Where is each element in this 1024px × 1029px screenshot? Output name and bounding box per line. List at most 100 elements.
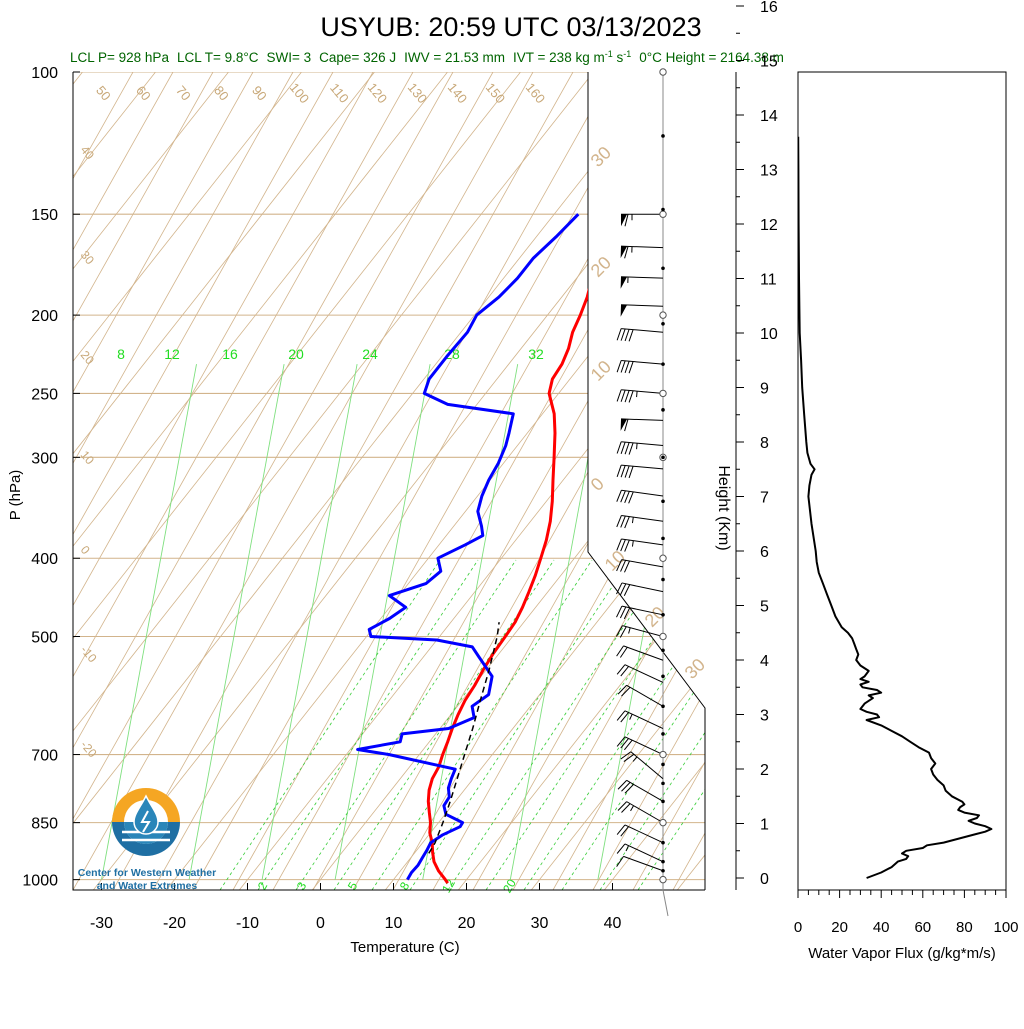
isotherm-label: 70	[173, 83, 194, 104]
logo-text-line-1: Center for Western Weather	[78, 867, 216, 879]
wind-barbs	[616, 214, 663, 871]
dry-adiabat-line	[473, 72, 933, 890]
ivt-exponent-1: -1	[605, 49, 613, 59]
isotherm-line	[0, 72, 594, 890]
skewt-axes	[73, 72, 705, 890]
x-tick-label: 40	[604, 915, 622, 932]
staff-level-circle	[660, 312, 666, 318]
isotherm-line	[0, 72, 229, 890]
wind-barb	[618, 685, 663, 706]
isotherm-line	[531, 72, 1024, 890]
staff-level-dot	[661, 648, 665, 652]
flux-panel-frame	[798, 72, 1006, 890]
wind-staff-markers	[660, 69, 668, 916]
moist-adiabat-line	[296, 560, 516, 890]
wind-barb	[617, 711, 663, 729]
height-tick-label: 0	[760, 871, 769, 888]
moist-adiabat-line	[600, 560, 820, 890]
dry-adiabat-line	[233, 72, 693, 890]
wind-barb	[621, 246, 663, 258]
wind-barb	[617, 329, 663, 342]
y-axis-label: P (hPa)	[7, 470, 24, 521]
wind-barb	[621, 419, 663, 431]
dry-adiabat-line	[0, 72, 293, 890]
mixing-ratio-lines	[102, 364, 859, 890]
staff-level-circle	[660, 555, 666, 561]
wind-barb	[621, 277, 663, 289]
dry-adiabat-line	[0, 72, 253, 890]
isotherm-label: 90	[249, 83, 270, 104]
flux-x-tick-label: 100	[993, 919, 1018, 936]
staff-level-dot	[661, 456, 665, 460]
dry-adiabat-line	[513, 72, 973, 890]
staff-level-circle	[660, 819, 666, 825]
logo-text-line-2: and Water Extremes	[97, 880, 198, 892]
staff-level-dot	[661, 266, 665, 270]
staff-level-dot	[661, 578, 665, 582]
isotherm-label: 130	[405, 80, 430, 106]
ivt-value: IVT = 238 kg m	[513, 50, 605, 65]
staff-level-circle	[660, 633, 666, 639]
x-tick-label: 30	[531, 915, 549, 932]
staff-level-dot	[661, 763, 665, 767]
height-tick-label: 3	[760, 708, 769, 725]
moist-adiabat-line	[486, 560, 706, 890]
isotherm-line	[750, 72, 1024, 890]
isotherm-label: 60	[133, 83, 154, 104]
height-tick-label: 8	[760, 435, 769, 452]
dry-adiabat-line	[353, 72, 813, 890]
x-tick-label: -10	[236, 915, 259, 932]
isotherm-label: 30	[78, 248, 98, 267]
theta-label: 20	[587, 253, 615, 281]
y-tick-label: 400	[31, 551, 58, 568]
staff-level-circle	[660, 390, 666, 396]
y-tick-label: 100	[31, 65, 58, 82]
staff-level-dot	[661, 537, 665, 541]
flux-x-tick-label: 40	[873, 919, 890, 936]
skewt-right-border	[588, 72, 705, 890]
isotherm-label: 120	[365, 80, 390, 106]
dry-adiabat-line	[793, 72, 1024, 890]
wind-barb	[617, 360, 663, 373]
dry-adiabat-line	[913, 72, 1024, 890]
staff-level-dot	[661, 732, 665, 736]
mixing-ratio-label: 16	[222, 346, 238, 362]
dry-adiabat-line	[753, 72, 1024, 890]
flux-x-axis-label: Water Vapor Flux (g/kg*m/s)	[808, 945, 996, 962]
staff-level-dot	[661, 860, 665, 864]
height-tick-label: 12	[760, 217, 778, 234]
height-tick-label: 11	[760, 272, 777, 289]
height-tick-label: 1	[760, 817, 769, 834]
isotherm-lines	[0, 72, 1024, 890]
height-tick-label: 4	[760, 653, 769, 670]
flux-x-tick-label: 60	[914, 919, 931, 936]
mixing-ratio-line	[189, 364, 284, 879]
dry-adiabat-line	[0, 72, 453, 890]
wind-barb	[617, 844, 663, 862]
staff-level-circle	[660, 876, 666, 882]
moist-adiabat-line	[448, 560, 668, 890]
iwv-value: IWV = 21.53 mm	[404, 50, 505, 65]
moist-adiabat-line	[638, 560, 858, 890]
x-tick-label: 10	[385, 915, 403, 932]
x-axis-label: Temperature (C)	[350, 939, 459, 956]
wind-barb	[617, 490, 663, 503]
wind-barb	[617, 825, 663, 843]
staff-level-dot	[661, 674, 665, 678]
mixing-ratio-line	[262, 364, 357, 879]
dry-adiabat-line	[593, 72, 1024, 890]
height-tick-label: 5	[760, 599, 769, 616]
wind-barb	[617, 442, 663, 455]
staff-level-dot	[661, 322, 665, 326]
isotherm-line	[312, 72, 958, 890]
moist-adiabat-line	[562, 560, 782, 890]
isotherm-label: 140	[445, 80, 470, 106]
dry-adiabat-line	[0, 72, 173, 890]
theta-label: 20	[641, 603, 669, 631]
staff-level-dot	[661, 800, 665, 804]
wind-barb	[616, 583, 663, 596]
isotherm-line	[93, 72, 739, 890]
height-tick-label: 9	[760, 381, 769, 398]
